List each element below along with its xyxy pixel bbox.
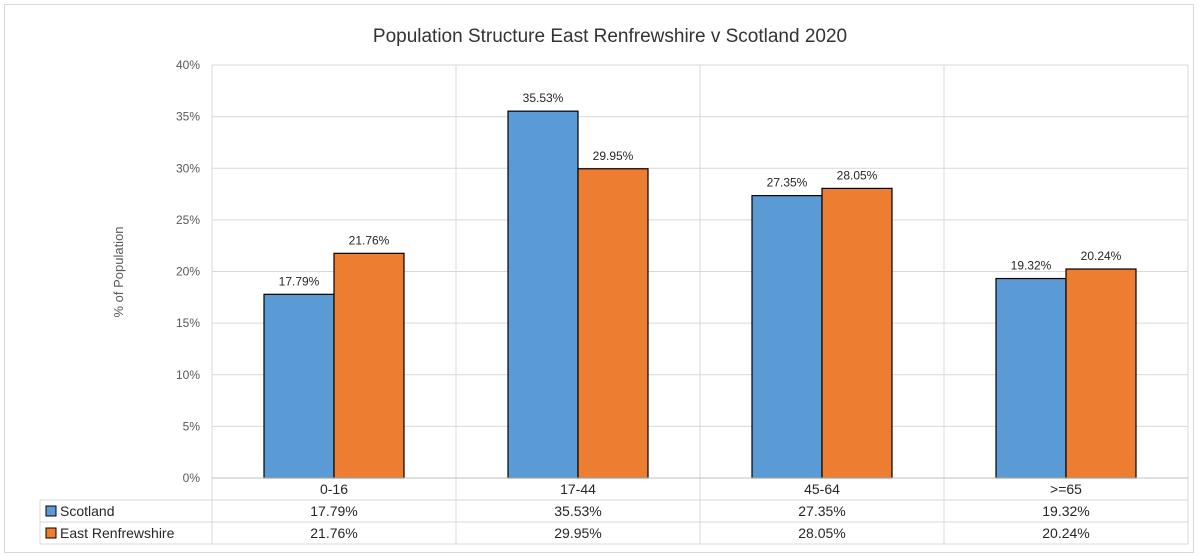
y-tick-label: 25%	[176, 213, 200, 227]
data-label: 29.95%	[593, 149, 634, 163]
y-tick-label: 5%	[183, 419, 201, 433]
category-label: 0-16	[320, 481, 348, 497]
y-tick-label: 30%	[176, 161, 200, 175]
chart-title: Population Structure East Renfrewshire v…	[373, 26, 847, 47]
bar-scotland	[995, 277, 1067, 479]
y-tick-label: 15%	[176, 316, 200, 330]
table-cell: 17.79%	[310, 503, 357, 519]
data-label: 35.53%	[523, 91, 564, 105]
table-cell: 35.53%	[554, 503, 601, 519]
category-label: 45-64	[804, 481, 840, 497]
legend-key-scotland	[45, 505, 57, 517]
y-tick-label: 0%	[183, 471, 201, 485]
data-label: 21.76%	[349, 233, 390, 247]
bar-scotland	[507, 110, 579, 479]
bar-east-renfrewshire	[333, 252, 405, 479]
y-tick-label: 20%	[176, 265, 200, 279]
data-labels: 17.79% 21.76% 35.53% 29.95% 27.35% 28.05% 19.3…	[279, 91, 1122, 288]
table-cell: 29.95%	[554, 525, 601, 541]
data-label: 17.79%	[279, 274, 320, 288]
bar-east-renfrewshire	[1065, 268, 1137, 479]
bar-scotland	[751, 195, 823, 479]
legend-label: East Renfrewshire	[60, 525, 175, 541]
bar-east-renfrewshire	[577, 168, 649, 479]
bar-scotland	[263, 293, 335, 479]
table-cell: 20.24%	[1042, 525, 1089, 541]
table-cell: 27.35%	[798, 503, 845, 519]
data-label: 19.32%	[1011, 259, 1052, 273]
table-cell: 21.76%	[310, 525, 357, 541]
data-label: 20.24%	[1081, 249, 1122, 263]
table-cell: 19.32%	[1042, 503, 1089, 519]
category-label: 17-44	[560, 481, 596, 497]
y-tick-label: 10%	[176, 368, 200, 382]
data-label: 27.35%	[767, 176, 808, 190]
data-table: 0-16 17-44 45-64 >=65 Scotland 17.79% 35.53% 27…	[39, 477, 1188, 545]
y-tick-label: 35%	[176, 110, 200, 124]
legend-key-east-renfrewshire	[45, 527, 57, 539]
legend-label: Scotland	[60, 503, 114, 519]
data-label: 28.05%	[837, 168, 878, 182]
y-axis-title: % of Population	[111, 226, 126, 317]
y-axis-ticks: 0% 5% 10% 15% 20% 25% 30% 35% 40%	[176, 58, 200, 485]
category-label: >=65	[1050, 481, 1082, 497]
bar-east-renfrewshire	[821, 187, 893, 479]
bars	[263, 110, 1137, 479]
table-cell: 28.05%	[798, 525, 845, 541]
y-tick-label: 40%	[176, 58, 200, 72]
